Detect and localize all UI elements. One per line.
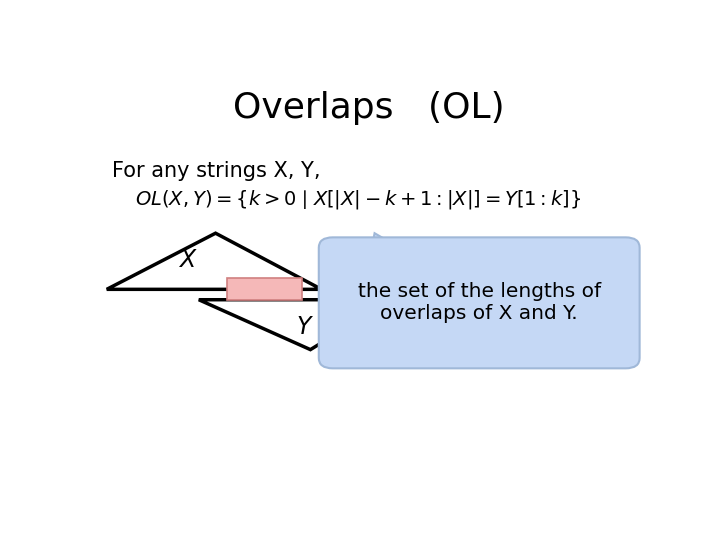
Text: the set of the lengths of
overlaps of X and Y.: the set of the lengths of overlaps of X … <box>358 282 600 323</box>
FancyBboxPatch shape <box>369 246 402 251</box>
Polygon shape <box>372 233 400 248</box>
Text: $\mathit{Y}$: $\mathit{Y}$ <box>296 317 314 339</box>
Text: $OL(X,Y) = \{k > 0 \mid X[|X|-k+1:|X|] = Y[1:k]\}$: $OL(X,Y) = \{k > 0 \mid X[|X|-k+1:|X|] =… <box>135 188 581 212</box>
Text: Overlaps   (OL): Overlaps (OL) <box>233 91 505 125</box>
Text: $\mathit{X}$: $\mathit{X}$ <box>178 250 197 272</box>
FancyBboxPatch shape <box>227 278 302 300</box>
Text: For any strings X, Y,: For any strings X, Y, <box>112 161 321 181</box>
FancyBboxPatch shape <box>319 238 639 368</box>
